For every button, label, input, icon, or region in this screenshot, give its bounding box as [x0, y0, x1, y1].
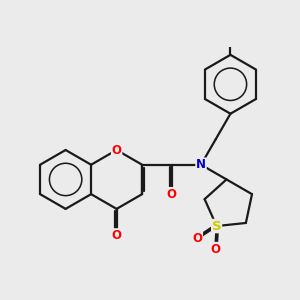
- Text: O: O: [112, 229, 122, 242]
- Text: O: O: [210, 242, 220, 256]
- Text: O: O: [112, 143, 122, 157]
- Text: N: N: [196, 158, 206, 171]
- Text: S: S: [212, 220, 221, 232]
- Text: O: O: [192, 232, 203, 245]
- Text: O: O: [167, 188, 177, 201]
